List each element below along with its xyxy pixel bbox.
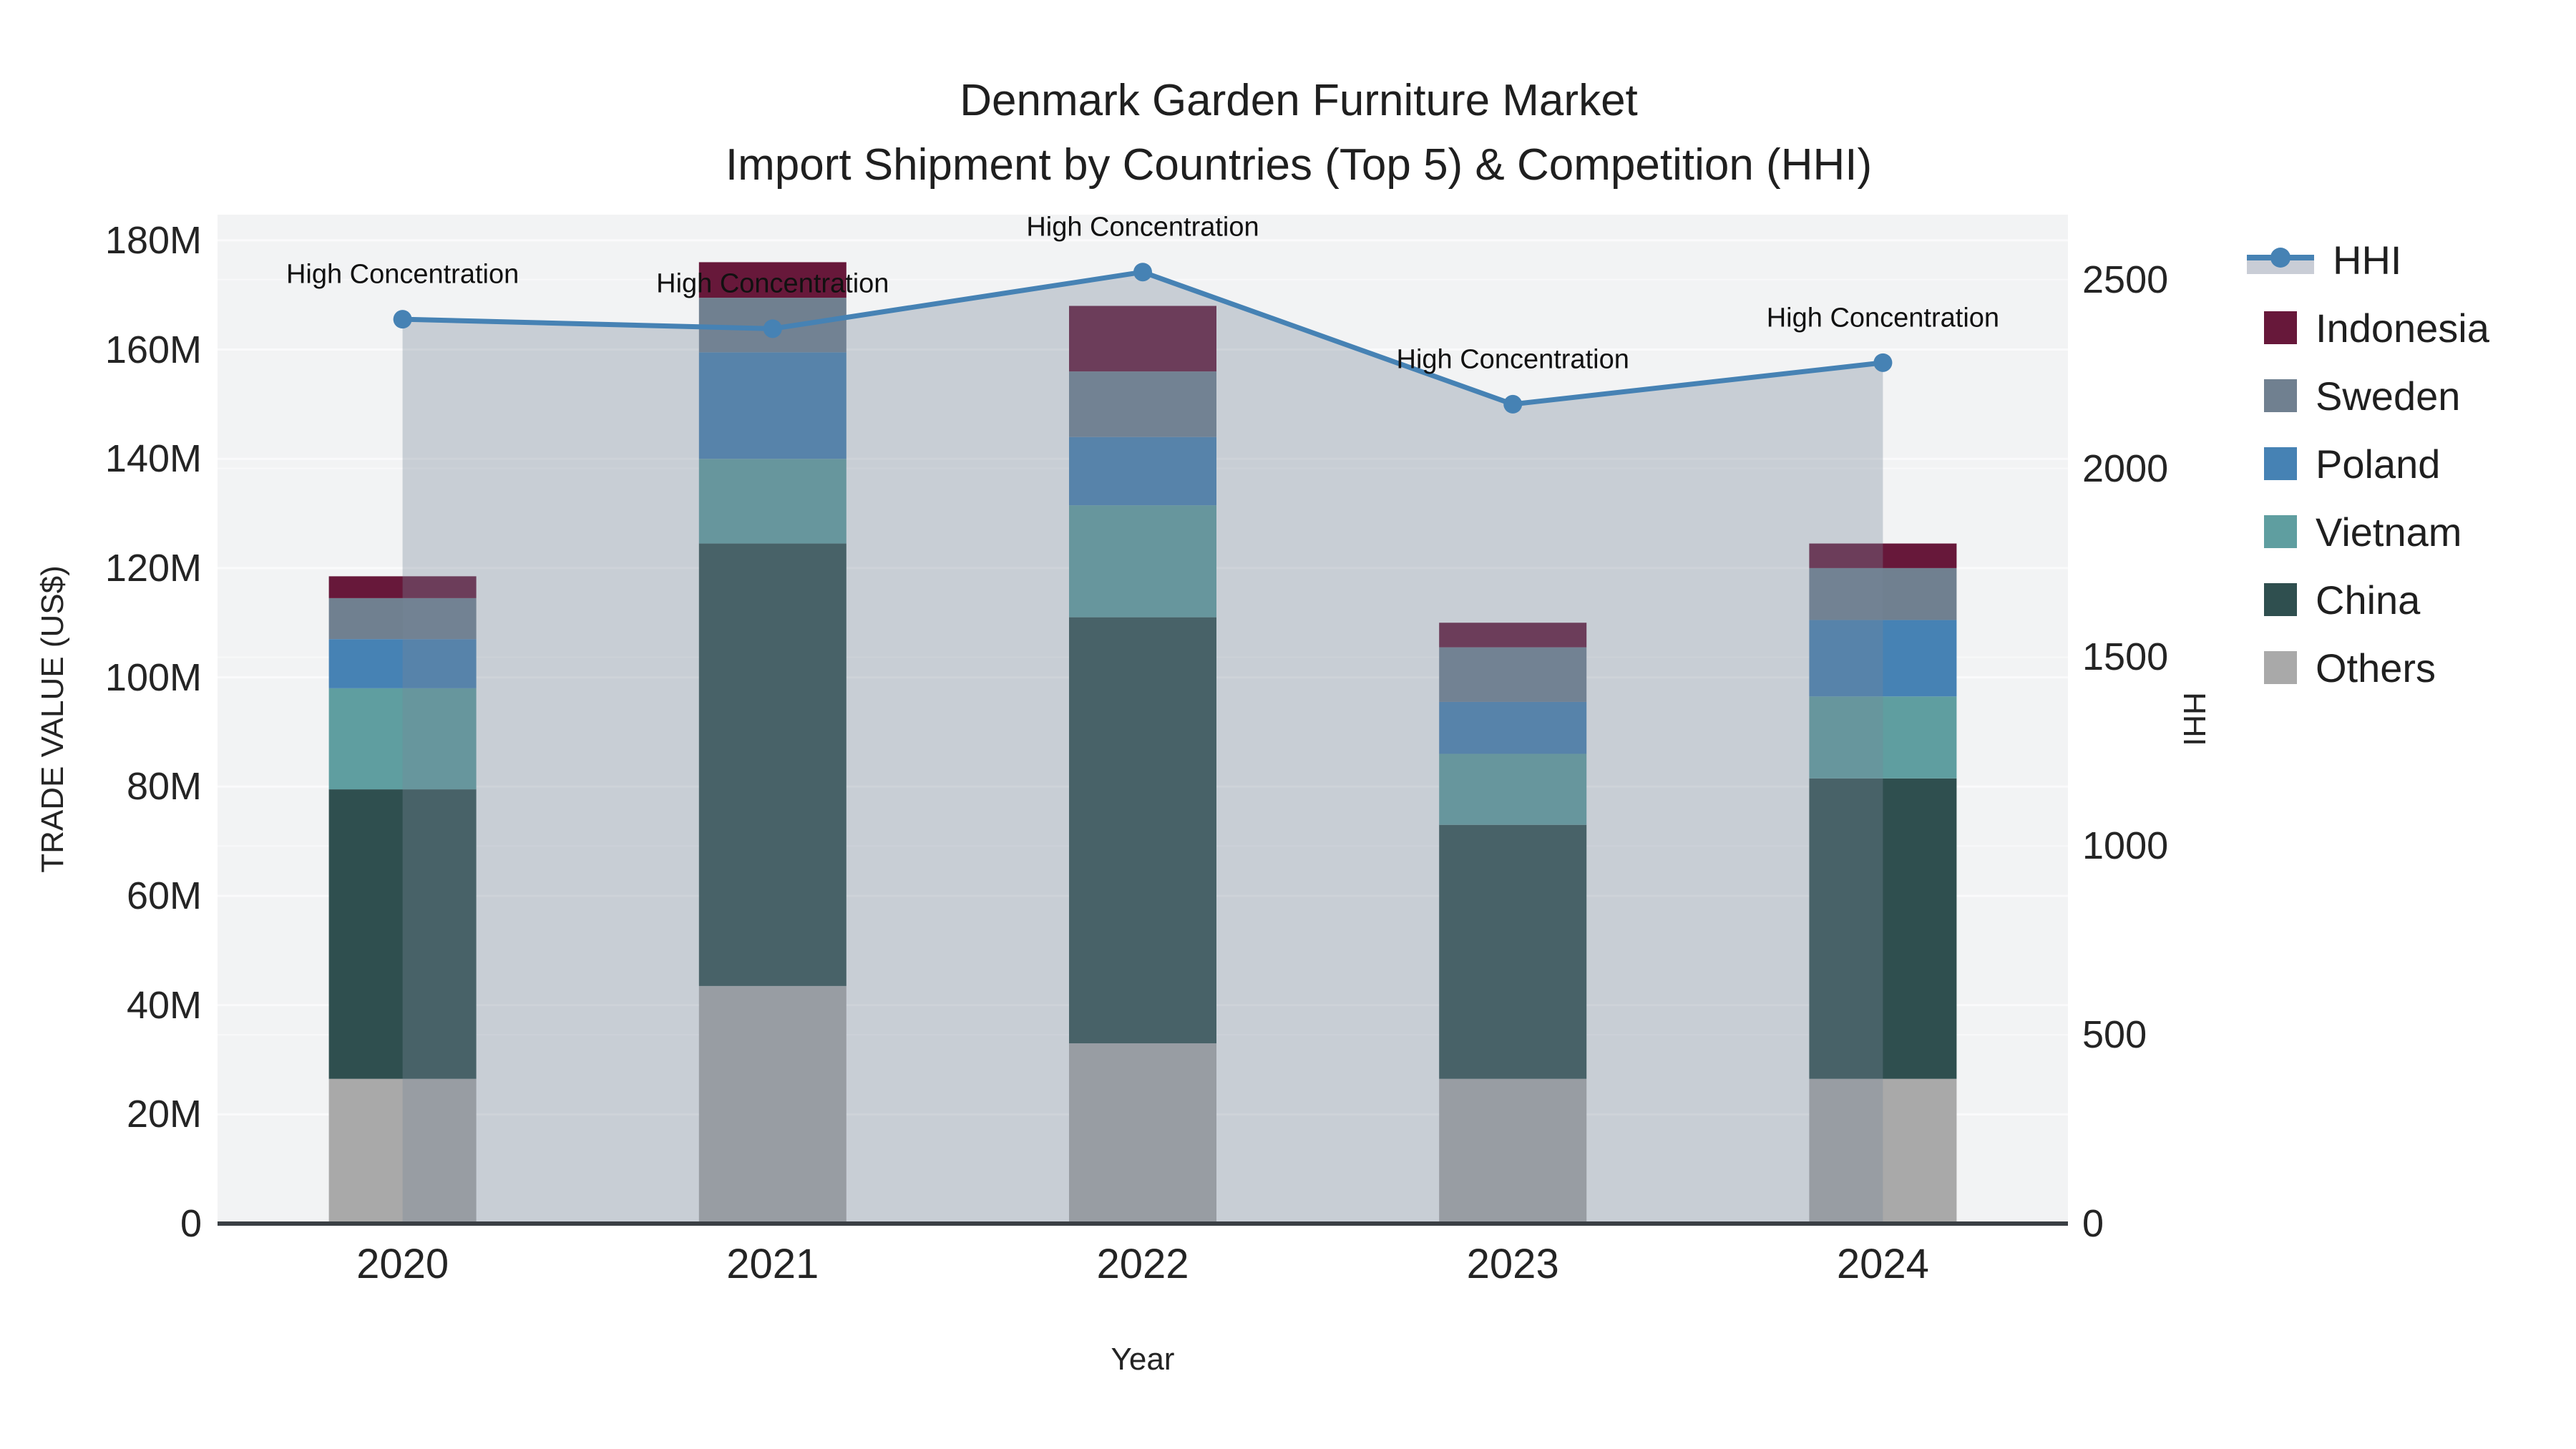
- bar-segment-china-2020: [328, 789, 477, 1079]
- legend-label-hhi: HHI: [2333, 237, 2402, 283]
- x-tick-2024: 2024: [1836, 1241, 1929, 1287]
- y-left-tick-60M: 60M: [126, 874, 202, 917]
- y-left-tick-80M: 80M: [126, 765, 202, 809]
- x-axis-title: Year: [1111, 1342, 1175, 1377]
- chart-title-line1: Denmark Garden Furniture Market: [960, 76, 1638, 125]
- chart-title-line2: Import Shipment by Countries (Top 5) & C…: [725, 140, 1873, 190]
- hhi-marker-2024: [1873, 353, 1893, 372]
- bar-segment-poland-2020: [328, 639, 477, 688]
- legend-item-indonesia[interactable]: Indonesia: [2247, 296, 2489, 360]
- x-axis-line: [218, 1221, 2068, 1226]
- y-right-tick-500: 500: [2082, 1013, 2147, 1057]
- y-left-tick-40M: 40M: [126, 983, 202, 1027]
- bar-segment-indonesia-2021: [698, 262, 847, 298]
- bar-segment-poland-2024: [1809, 620, 1957, 697]
- annotation-2024: High Concentration: [1766, 303, 2000, 333]
- y-left-tick-20M: 20M: [126, 1093, 202, 1136]
- legend-item-others[interactable]: Others: [2247, 635, 2436, 700]
- bar-segment-poland-2023: [1439, 701, 1587, 754]
- y-left-tick-100M: 100M: [104, 655, 202, 699]
- x-tick-2020: 2020: [356, 1241, 449, 1287]
- bar-segment-poland-2021: [698, 352, 847, 459]
- y-left-tick-140M: 140M: [104, 437, 202, 481]
- bar-segment-poland-2022: [1069, 436, 1216, 506]
- hhi-marker-2020: [393, 310, 412, 329]
- x-tick-2021: 2021: [726, 1241, 819, 1287]
- legend-hhi-line-swatch-icon: [2247, 243, 2314, 276]
- hhi-marker-2021: [763, 319, 782, 338]
- annotation-2021: High Concentration: [656, 268, 889, 299]
- y-right-tick-1500: 1500: [2082, 635, 2169, 679]
- legend-swatch-sweden: [2264, 379, 2297, 412]
- y-left-axis-title: TRADE VALUE (US$): [35, 565, 70, 873]
- annotation-2022: High Concentration: [1026, 212, 1259, 243]
- bar-segment-sweden-2020: [328, 597, 477, 640]
- bar-segment-indonesia-2022: [1069, 306, 1216, 372]
- x-tick-2022: 2022: [1096, 1241, 1189, 1287]
- y-left-tick-160M: 160M: [104, 328, 202, 371]
- bar-segment-china-2022: [1069, 617, 1216, 1044]
- bar-segment-china-2024: [1809, 778, 1957, 1079]
- annotation-2023: High Concentration: [1396, 344, 1629, 375]
- legend-item-china[interactable]: China: [2247, 567, 2420, 632]
- legend-item-sweden[interactable]: Sweden: [2247, 364, 2460, 428]
- legend-label-indonesia: Indonesia: [2316, 305, 2489, 351]
- bar-segment-sweden-2022: [1069, 371, 1216, 437]
- annotation-2020: High Concentration: [286, 259, 519, 290]
- legend-label-poland: Poland: [2316, 441, 2441, 487]
- bar-segment-vietnam-2023: [1439, 753, 1587, 825]
- legend-item-poland[interactable]: Poland: [2247, 431, 2440, 496]
- bar-segment-china-2023: [1439, 824, 1587, 1079]
- bar-segment-others-2021: [698, 985, 847, 1224]
- legend-swatch-poland: [2264, 447, 2297, 480]
- legend-label-china: China: [2316, 577, 2421, 623]
- legend-swatch-others: [2264, 651, 2297, 684]
- legend-item-hhi[interactable]: HHI: [2247, 228, 2401, 292]
- bar-segment-others-2024: [1809, 1078, 1957, 1224]
- bar-segment-vietnam-2020: [328, 688, 477, 790]
- hhi-area-fill: [402, 272, 1883, 1224]
- chart-title: Denmark Garden Furniture Market Import S…: [726, 69, 1872, 197]
- bar-segment-sweden-2023: [1439, 647, 1587, 702]
- bar-segment-vietnam-2021: [698, 459, 847, 544]
- bar-segment-indonesia-2020: [328, 576, 477, 598]
- legend-label-sweden: Sweden: [2316, 373, 2461, 419]
- bar-segment-others-2020: [328, 1078, 477, 1224]
- bar-segment-others-2023: [1439, 1078, 1587, 1224]
- y-left-tick-0: 0: [180, 1202, 202, 1245]
- y-right-axis-title: HHI: [2177, 692, 2212, 746]
- y-right-tick-1000: 1000: [2082, 824, 2169, 868]
- y-left-tick-120M: 120M: [104, 546, 202, 590]
- bar-segment-sweden-2024: [1809, 567, 1957, 620]
- x-tick-2023: 2023: [1466, 1241, 1559, 1287]
- hhi-marker-2022: [1133, 263, 1152, 282]
- y-right-tick-0: 0: [2082, 1202, 2104, 1245]
- bar-segment-china-2021: [698, 543, 847, 986]
- legend-swatch-indonesia: [2264, 311, 2297, 344]
- y-right-tick-2500: 2500: [2082, 258, 2169, 301]
- y-right-tick-2000: 2000: [2082, 447, 2169, 490]
- bar-segment-indonesia-2023: [1439, 623, 1587, 648]
- legend-swatch-china: [2264, 583, 2297, 616]
- legend-swatch-vietnam: [2264, 515, 2297, 548]
- y-left-tick-180M: 180M: [104, 218, 202, 262]
- legend-label-others: Others: [2316, 645, 2436, 691]
- legend-hhi-marker-dot: [2270, 248, 2290, 268]
- bar-segment-others-2022: [1069, 1043, 1216, 1224]
- legend-label-vietnam: Vietnam: [2316, 509, 2462, 555]
- legend-item-vietnam[interactable]: Vietnam: [2247, 499, 2462, 564]
- bar-segment-vietnam-2022: [1069, 505, 1216, 618]
- bar-segment-vietnam-2024: [1809, 696, 1957, 779]
- bar-segment-indonesia-2024: [1809, 543, 1957, 568]
- hhi-marker-2023: [1503, 394, 1523, 414]
